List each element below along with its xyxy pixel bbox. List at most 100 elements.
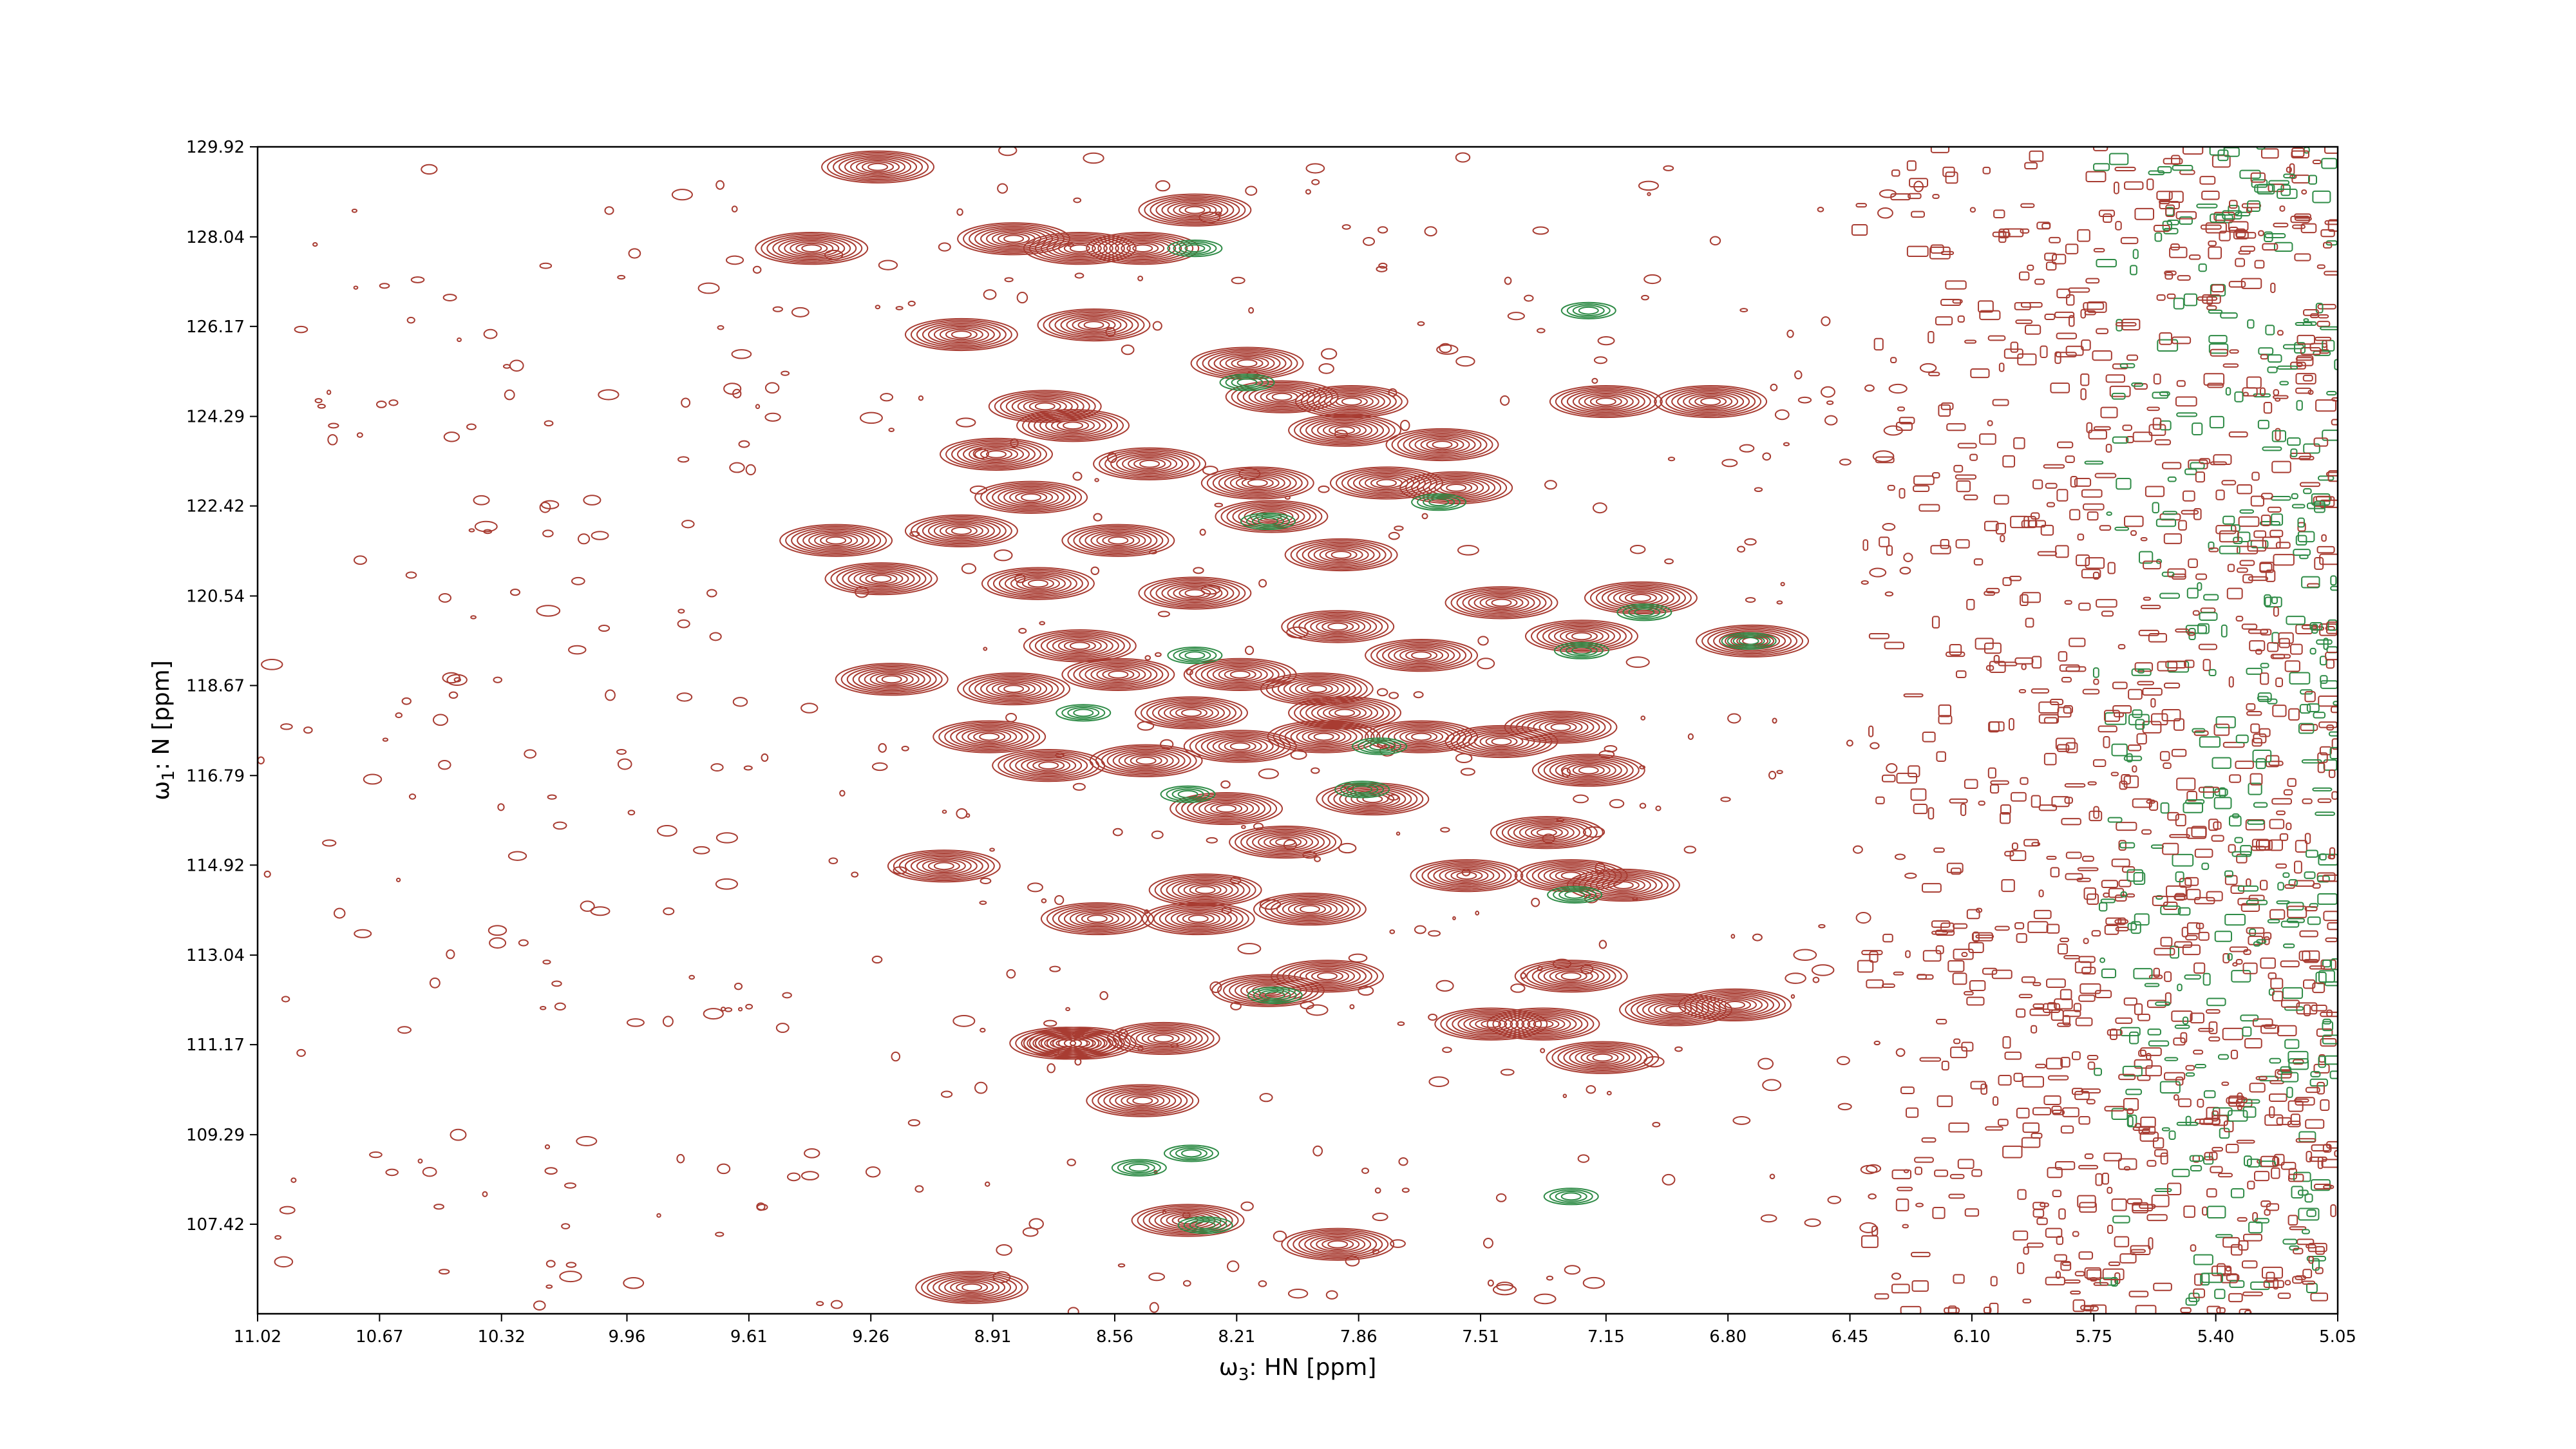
- positive-peak-contour: [1302, 729, 1346, 744]
- noise-contour: [561, 1223, 571, 1229]
- noise-contour: [2079, 983, 2101, 994]
- noise-contour: [1121, 344, 1135, 355]
- noise-contour: [2159, 332, 2173, 345]
- x-tick-label: 9.96: [609, 1327, 646, 1347]
- noise-contour: [980, 877, 992, 884]
- noise-contour: [2064, 600, 2072, 605]
- noise-contour: [2288, 879, 2298, 887]
- positive-peak-contour: [1138, 576, 1252, 610]
- noise-contour: [1154, 652, 1162, 658]
- noise-contour: [446, 674, 468, 686]
- noise-contour: [1902, 1224, 1909, 1229]
- noise-contour: [2134, 207, 2155, 220]
- positive-peak: [957, 222, 1071, 256]
- noise-contour: [2251, 471, 2260, 481]
- noise-contour: [2306, 1209, 2316, 1217]
- noise-contour: [2094, 1068, 2102, 1076]
- noise-contour: [1400, 419, 1410, 431]
- noise-contour: [2242, 574, 2253, 583]
- noise-contour: [2146, 406, 2160, 412]
- noise-contour: [1971, 1169, 1982, 1177]
- noise-contour: [2185, 1115, 2192, 1126]
- noise-contour: [2280, 1072, 2299, 1083]
- x-tick-label: 5.75: [2075, 1327, 2112, 1347]
- positive-peak-contour: [858, 668, 925, 690]
- noise-contour: [2312, 982, 2325, 994]
- positive-peak-contour: [1601, 878, 1645, 893]
- noise-contour: [2043, 753, 2057, 766]
- noise-contour: [2299, 930, 2318, 938]
- negative-peak-contour: [1738, 636, 1759, 645]
- noise-contour: [2161, 709, 2181, 722]
- positive-peak-contour: [1524, 825, 1569, 840]
- noise-contour: [421, 164, 438, 175]
- noise-contour: [2013, 437, 2025, 450]
- noise-contour: [2092, 571, 2100, 580]
- positive-peak-contour: [963, 674, 1065, 704]
- noise-contour: [2228, 844, 2236, 853]
- noise-contour: [2303, 488, 2312, 495]
- noise-contour: [1864, 384, 1875, 392]
- noise-contour: [509, 359, 524, 372]
- noise-contour: [1963, 494, 1978, 500]
- noise-contour: [1911, 211, 1925, 218]
- noise-contour: [2250, 495, 2264, 507]
- positive-peak-contour: [802, 530, 870, 551]
- positive-peak-contour: [1492, 1009, 1595, 1039]
- noise-contour: [2104, 924, 2119, 935]
- noise-contour: [1897, 406, 1906, 412]
- noise-contour: [2114, 1236, 2130, 1247]
- noise-contour: [1739, 308, 1748, 312]
- noise-contour: [2137, 1014, 2150, 1021]
- positive-peak-contour: [840, 664, 943, 695]
- noise-contour: [2092, 667, 2099, 678]
- noise-contour: [2229, 349, 2239, 354]
- noise-contour: [1258, 768, 1279, 779]
- negative-peak-contour: [1169, 1146, 1213, 1161]
- noise-contour: [1397, 1021, 1405, 1027]
- noise-contour: [1358, 985, 1374, 996]
- positive-peak-contour: [1218, 667, 1262, 682]
- noise-contour: [1664, 558, 1674, 565]
- noise-contour: [901, 746, 909, 752]
- negative-peak: [1247, 986, 1303, 1005]
- positive-peak-contour: [864, 670, 920, 688]
- negative-peak-contour: [1727, 634, 1771, 649]
- noise-contour: [1934, 1170, 1949, 1177]
- noise-contour: [2211, 835, 2224, 842]
- noise-contour: [2211, 757, 2231, 769]
- noise-contour: [2229, 774, 2241, 783]
- noise-contour: [2103, 1152, 2122, 1162]
- noise-contour: [1987, 420, 1993, 426]
- noise-contour: [2211, 284, 2225, 293]
- noise-contour: [656, 824, 677, 837]
- noise-contour: [2023, 1246, 2029, 1255]
- noise-contour: [2151, 1195, 2170, 1208]
- positive-peak-contour: [974, 480, 1088, 514]
- positive-peak-contour: [1444, 868, 1489, 883]
- noise-contour: [2124, 515, 2144, 527]
- positive-peak-contour: [848, 568, 915, 589]
- positive-peak-contour: [1434, 1007, 1548, 1041]
- noise-contour: [2262, 243, 2278, 251]
- noise-contour: [2286, 918, 2306, 923]
- noise-contour: [2287, 778, 2297, 787]
- noise-contour: [2312, 883, 2321, 889]
- noise-contour: [1906, 160, 1917, 171]
- positive-peak-contour: [1225, 355, 1269, 371]
- positive-peak-contour: [1624, 592, 1657, 604]
- noise-contour: [2213, 821, 2222, 830]
- noise-contour: [2016, 933, 2027, 943]
- noise-contour: [1969, 980, 1986, 991]
- noise-contour: [2317, 303, 2336, 310]
- positive-peak-contour: [1329, 394, 1374, 409]
- noise-contour: [2322, 430, 2338, 441]
- noise-contour: [2112, 1215, 2130, 1224]
- noise-contour: [2035, 1063, 2047, 1068]
- positive-peak-contour: [1457, 1014, 1525, 1035]
- noise-contour: [2159, 751, 2170, 761]
- noise-contour: [1900, 1086, 1915, 1094]
- positive-peak-contour: [1161, 582, 1229, 603]
- positive-peak-contour: [1218, 471, 1297, 495]
- noise-contour: [429, 977, 440, 989]
